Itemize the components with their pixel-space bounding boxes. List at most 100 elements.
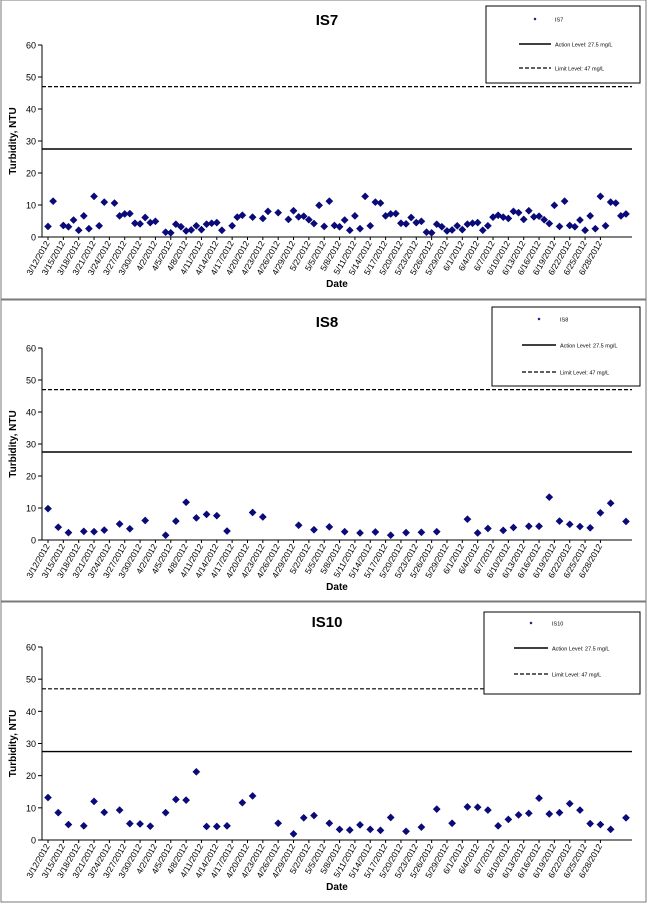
data-point <box>125 209 134 218</box>
data-point <box>524 206 533 215</box>
data-point <box>238 798 247 807</box>
data-point <box>49 197 58 206</box>
data-point <box>432 527 441 536</box>
data-point <box>192 221 201 230</box>
data-point <box>54 808 63 817</box>
data-point <box>402 528 411 537</box>
data-point <box>596 192 605 201</box>
data-point <box>274 208 283 217</box>
data-point <box>161 531 170 540</box>
data-point <box>586 819 595 828</box>
data-point <box>110 199 119 208</box>
data-point <box>432 805 441 814</box>
data-point <box>622 210 630 218</box>
data-point <box>463 802 472 811</box>
data-point <box>90 192 98 201</box>
data-point <box>74 226 83 235</box>
legend-entry: Limit Level: 47 mg/L <box>552 673 601 679</box>
y-tick-label: 20 <box>26 472 36 482</box>
y-tick-label: 50 <box>26 675 36 685</box>
data-point <box>325 819 334 828</box>
legend-entry: IS8 <box>560 318 568 324</box>
chart-title: IS8 <box>316 314 339 331</box>
data-point <box>417 528 426 537</box>
data-point <box>396 219 405 228</box>
y-tick-label: 30 <box>26 739 36 749</box>
data-point <box>315 201 324 210</box>
data-point <box>606 499 615 508</box>
data-point <box>284 215 293 224</box>
data-point <box>141 516 150 525</box>
y-tick-label: 20 <box>26 771 36 781</box>
data-point <box>565 520 574 529</box>
data-point <box>356 529 364 537</box>
y-axis-label: Turbidity, NTU <box>8 710 19 777</box>
legend-marker <box>533 17 537 21</box>
data-point <box>212 822 221 831</box>
y-tick-label: 50 <box>26 376 36 386</box>
legend-entry: Action Level: 27.5 mg/L <box>552 647 609 653</box>
data-point <box>54 523 63 532</box>
data-point <box>182 498 191 507</box>
data-point <box>519 215 528 224</box>
data-point <box>361 192 370 201</box>
y-tick-label: 60 <box>26 643 36 653</box>
data-point <box>340 527 349 536</box>
data-point <box>606 198 615 207</box>
y-tick-label: 10 <box>26 803 36 813</box>
y-axis-label: Turbidity, NTU <box>8 107 19 174</box>
data-point <box>524 522 533 531</box>
data-point <box>601 221 610 230</box>
data-point <box>100 198 109 207</box>
data-point <box>192 767 201 776</box>
data-point <box>350 211 359 220</box>
data-point <box>540 215 549 224</box>
data-point <box>427 228 436 237</box>
data-point <box>335 825 344 834</box>
chart-title: IS7 <box>316 12 339 29</box>
data-point <box>545 219 554 228</box>
data-point <box>402 827 411 836</box>
data-point <box>366 221 375 230</box>
data-point <box>504 214 513 223</box>
data-point <box>304 215 313 224</box>
data-point <box>228 221 237 230</box>
data-point <box>545 809 554 818</box>
data-point <box>473 218 482 227</box>
data-point <box>581 226 590 235</box>
legend-entry: Action Level: 27.5 mg/L <box>560 344 617 350</box>
data-point <box>432 220 441 229</box>
data-point <box>371 528 380 536</box>
data-point <box>248 508 257 517</box>
y-tick-label: 0 <box>31 836 36 846</box>
data-point <box>248 213 257 222</box>
data-point <box>69 216 78 224</box>
data-point <box>90 527 98 536</box>
data-point <box>202 822 211 831</box>
data-point <box>596 820 605 829</box>
data-point <box>310 811 318 820</box>
data-point <box>100 808 109 817</box>
data-point <box>402 219 411 228</box>
data-point <box>64 222 73 231</box>
data-point <box>499 526 508 535</box>
data-point <box>258 214 267 223</box>
data-point <box>115 520 124 528</box>
data-point <box>212 218 221 227</box>
legend-marker <box>529 621 533 625</box>
data-point <box>299 212 308 221</box>
data-point <box>437 222 446 231</box>
data-point <box>524 809 533 818</box>
data-point <box>376 199 385 208</box>
data-point <box>100 526 109 535</box>
data-point <box>248 791 257 800</box>
data-point <box>576 806 584 815</box>
data-point <box>545 493 554 502</box>
legend-marker <box>537 317 541 321</box>
legend-box <box>485 5 641 84</box>
data-point <box>136 219 145 228</box>
y-tick-label: 10 <box>26 504 36 514</box>
legend-box <box>491 306 641 387</box>
